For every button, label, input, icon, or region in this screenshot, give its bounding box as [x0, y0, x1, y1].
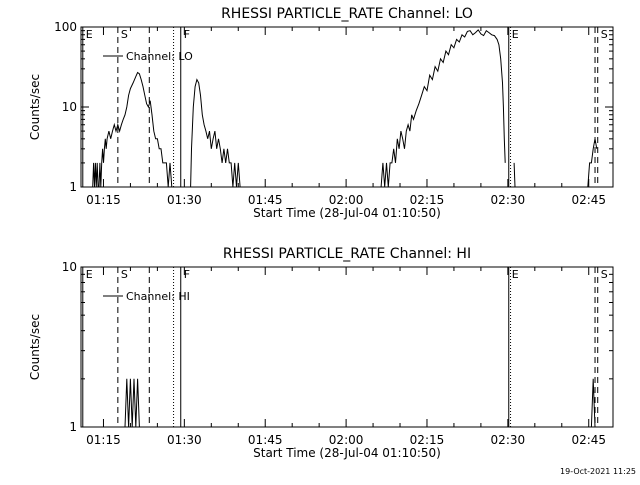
y-axis-label: Counts/sec	[28, 314, 42, 380]
x-tick-label: 01:15	[86, 193, 121, 207]
x-tick-label: 02:00	[329, 193, 364, 207]
panel-hi	[80, 266, 614, 428]
x-tick-label: 02:45	[571, 193, 606, 207]
event-marker-label: F	[184, 268, 190, 281]
x-tick-label: 02:15	[410, 193, 445, 207]
chart-title: RHESSI PARTICLE_RATE Channel: HI	[223, 246, 471, 262]
x-axis-label: Start Time (28-Jul-04 01:10:50)	[253, 446, 441, 460]
series-line-segment	[586, 138, 598, 188]
event-marker-label: S	[121, 268, 128, 281]
plot-frame	[80, 266, 614, 428]
event-marker-label: E	[86, 28, 93, 41]
event-marker-label: E	[86, 268, 93, 281]
series-line-segment	[590, 378, 597, 428]
x-axis-label: Start Time (28-Jul-04 01:10:50)	[253, 206, 441, 220]
x-tick-label: 01:45	[248, 433, 283, 447]
event-marker-label: E	[512, 268, 519, 281]
y-tick-label: 10	[62, 100, 77, 114]
x-tick-label: 01:30	[167, 193, 202, 207]
plot-timestamp: 19-Oct-2021 11:25	[560, 467, 636, 476]
x-tick-label: 02:30	[491, 433, 526, 447]
x-tick-label: 01:30	[167, 433, 202, 447]
x-tick-label: 02:30	[491, 193, 526, 207]
legend-label: Channel: LO	[126, 50, 193, 63]
y-tick-label: 1	[69, 420, 77, 434]
legend-label: Channel: HI	[126, 290, 190, 303]
series-line-segment	[92, 71, 176, 188]
y-axis-label: Counts/sec	[28, 74, 42, 140]
event-marker-label: S	[601, 268, 608, 281]
x-tick-label: 01:15	[86, 433, 121, 447]
event-marker-label: E	[512, 28, 519, 41]
panel-lo	[80, 26, 614, 188]
x-tick-label: 02:15	[410, 433, 445, 447]
series-line-segment	[513, 162, 516, 188]
y-tick-label: 1	[69, 180, 77, 194]
event-marker-label: S	[601, 28, 608, 41]
x-tick-label: 02:00	[329, 433, 364, 447]
event-marker-label: F	[184, 28, 190, 41]
x-tick-label: 02:45	[571, 433, 606, 447]
y-tick-label: 10	[62, 260, 77, 274]
event-marker-label: S	[121, 28, 128, 41]
y-tick-label: 100	[54, 20, 77, 34]
chart-title: RHESSI PARTICLE_RATE Channel: LO	[221, 6, 473, 22]
x-tick-label: 01:45	[248, 193, 283, 207]
series-line-segment	[124, 378, 142, 428]
series-line-segment	[380, 29, 506, 188]
series-line-segment	[190, 78, 246, 188]
